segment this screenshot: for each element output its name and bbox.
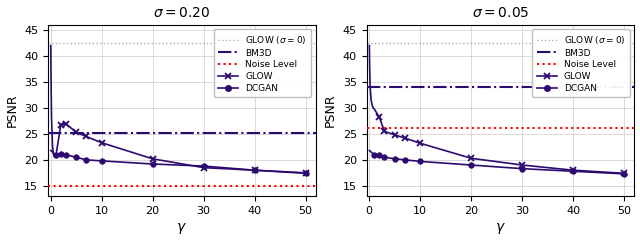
X-axis label: $\gamma$: $\gamma$ [495, 221, 506, 236]
Title: $\sigma = 0.05$: $\sigma = 0.05$ [472, 6, 529, 20]
Legend: GLOW ($\sigma=0$), BM3D, Noise Level, GLOW, DCGAN: GLOW ($\sigma=0$), BM3D, Noise Level, GL… [214, 29, 311, 97]
Title: $\sigma = 0.20$: $\sigma = 0.20$ [154, 6, 211, 20]
Y-axis label: PSNR: PSNR [324, 94, 337, 127]
X-axis label: $\gamma$: $\gamma$ [177, 221, 188, 236]
Legend: GLOW ($\sigma=0$), BM3D, Noise Level, GLOW, DCGAN: GLOW ($\sigma=0$), BM3D, Noise Level, GL… [532, 29, 630, 97]
Y-axis label: PSNR: PSNR [6, 94, 19, 127]
